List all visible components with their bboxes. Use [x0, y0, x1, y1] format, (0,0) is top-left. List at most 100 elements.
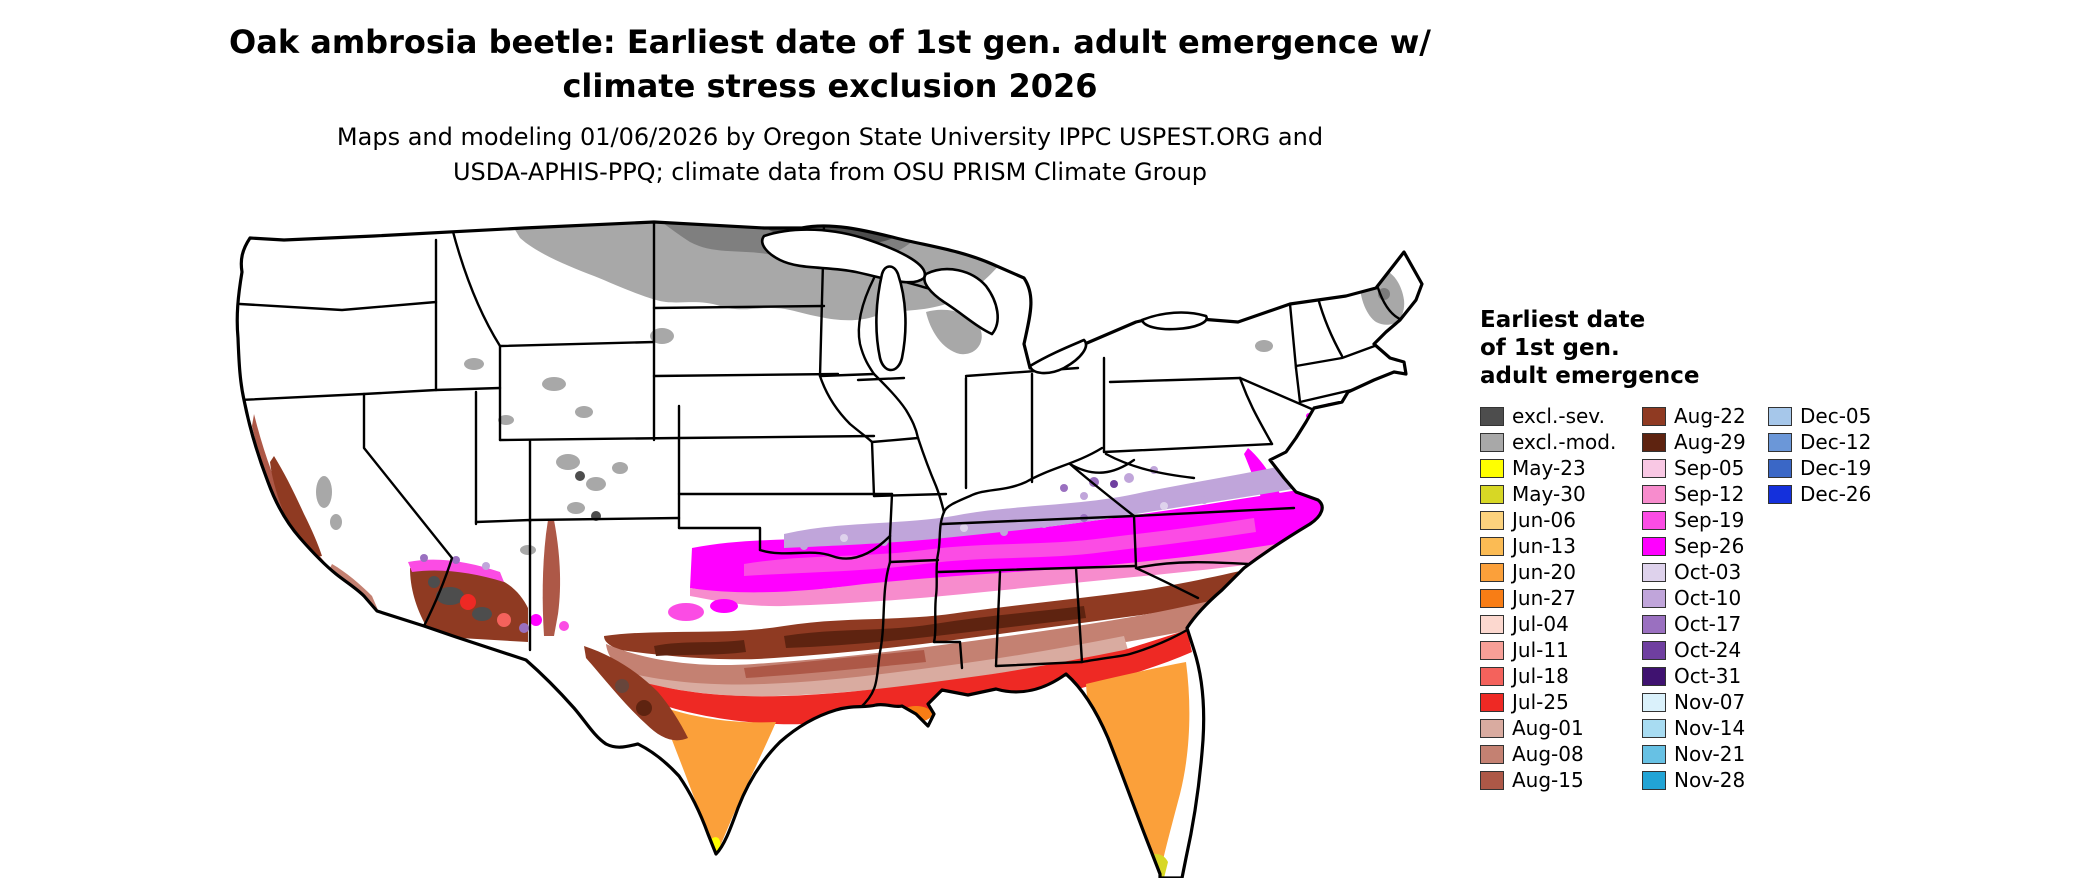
region-nm-purple-1 [519, 623, 529, 633]
legend: Earliest date of 1st gen. adult emergenc… [1480, 306, 1871, 793]
region-az-magenta-rim [408, 559, 504, 582]
us-outline [235, 220, 1424, 878]
legend-title: Earliest date of 1st gen. adult emergenc… [1480, 306, 1871, 390]
subtitle-line-1: Maps and modeling 01/06/2026 by Oregon S… [336, 123, 1324, 151]
legend-entry: Oct-03 [1642, 559, 1768, 585]
legend-column: excl.-sev. excl.-mod. May-23 May-30 Jun-06 Ju… [1480, 403, 1642, 793]
region-wtx-dark [636, 700, 652, 716]
lake-michigan [875, 265, 907, 372]
legend-entry: Oct-17 [1642, 611, 1768, 637]
legend-entry: Dec-05 [1768, 403, 1871, 429]
legend-swatch [1480, 770, 1504, 790]
region-sierra-gray-2 [330, 514, 342, 530]
legend-title-line-2: of 1st gen. [1480, 335, 1620, 361]
legend-entry-label: May-23 [1512, 456, 1586, 480]
legend-swatch [1480, 614, 1504, 634]
legend-entry-label: Jul-25 [1512, 690, 1569, 714]
legend-entry: Jun-06 [1480, 507, 1642, 533]
region-nm-magenta-2 [559, 621, 569, 631]
legend-swatch [1768, 484, 1792, 504]
legend-entry-label: Oct-17 [1674, 612, 1742, 636]
title-line-1: Oak ambrosia beetle: Earliest date of 1s… [229, 23, 1431, 61]
legend-entry-label: Oct-03 [1674, 560, 1742, 584]
legend-entry-label: Oct-31 [1674, 664, 1742, 688]
region-ca-valley-dark [270, 456, 322, 557]
region-band-sep-pink [690, 536, 1332, 607]
region-nm-magenta-1 [530, 614, 542, 626]
region-band-jul-red [628, 630, 1192, 725]
legend-swatch [1642, 744, 1666, 764]
legend-entry: Oct-24 [1642, 637, 1768, 663]
legend-swatch [1480, 536, 1504, 556]
legend-entry: Nov-07 [1642, 689, 1768, 715]
legend-swatch [1480, 744, 1504, 764]
legend-entry: Nov-14 [1642, 715, 1768, 741]
legend-entry: excl.-mod. [1480, 429, 1642, 455]
legend-column: Dec-05 Dec-12 Dec-19 Dec-26 [1768, 403, 1871, 793]
region-wtx-gray [615, 679, 629, 693]
legend-swatch [1480, 588, 1504, 608]
region-az-red-2 [497, 613, 511, 627]
region-band-aug01 [626, 636, 1128, 697]
legend-entry: Jul-04 [1480, 611, 1642, 637]
legend-entry: Oct-10 [1642, 585, 1768, 611]
legend-entry: May-23 [1480, 455, 1642, 481]
legend-swatch [1642, 614, 1666, 634]
subtitle-line-2: USDA-APHIS-PPQ; climate data from OSU PR… [452, 158, 1208, 186]
legend-entry-label: excl.-mod. [1512, 430, 1617, 454]
us-map [224, 216, 1452, 878]
legend-column: Aug-22 Aug-29 Sep-05 Sep-12 Sep-19 Sep-26 Oct-… [1642, 403, 1768, 793]
legend-entry-label: Nov-07 [1674, 690, 1746, 714]
region-az-gray-1 [436, 587, 464, 605]
legend-entry-label: Jun-27 [1512, 586, 1576, 610]
region-az-gray-2 [472, 607, 492, 621]
region-band-aug29-west [654, 640, 746, 656]
region-florida-orange [1086, 662, 1190, 874]
legend-entry: Dec-19 [1768, 455, 1871, 481]
legend-entry-label: Oct-24 [1674, 638, 1742, 662]
region-michigan-gray [926, 309, 982, 355]
legend-entry: Dec-26 [1768, 481, 1871, 507]
legend-entry: Aug-15 [1480, 767, 1642, 793]
region-band-sep19 [744, 518, 1256, 576]
page-title: Oak ambrosia beetle: Earliest date of 1s… [80, 20, 1580, 108]
legend-entry: Sep-05 [1642, 455, 1768, 481]
legend-swatch [1480, 692, 1504, 712]
legend-entry: Aug-29 [1642, 429, 1768, 455]
legend-entry-label: Nov-28 [1674, 768, 1746, 792]
legend-swatch [1642, 588, 1666, 608]
legend-swatch [1480, 432, 1504, 452]
legend-entry: Jul-18 [1480, 663, 1642, 689]
legend-swatch [1642, 562, 1666, 582]
legend-entry-label: Jul-18 [1512, 664, 1569, 688]
lake-huron [923, 267, 999, 336]
legend-entry-label: Sep-05 [1674, 456, 1745, 480]
region-nm-valley-brown [542, 520, 561, 636]
legend-entry-label: Jun-06 [1512, 508, 1576, 532]
legend-entry-label: Aug-22 [1674, 404, 1746, 428]
region-band-oct-purple [784, 464, 1298, 548]
region-az-purple-3 [482, 562, 490, 570]
region-socal-magenta-2 [340, 584, 348, 592]
region-tx-magenta-1 [668, 603, 704, 621]
legend-title-line-3: adult emergence [1480, 363, 1700, 389]
legend-swatch [1480, 718, 1504, 738]
legend-entry: Jul-11 [1480, 637, 1642, 663]
legend-entry-label: Aug-15 [1512, 768, 1584, 792]
great-lakes [760, 228, 1208, 375]
page-subtitle: Maps and modeling 01/06/2026 by Oregon S… [80, 120, 1580, 190]
legend-entry-label: Dec-19 [1800, 456, 1872, 480]
legend-entry: Aug-01 [1480, 715, 1642, 741]
legend-swatch [1642, 484, 1666, 504]
region-sierra-gray [316, 476, 332, 508]
legend-entry: Sep-12 [1642, 481, 1768, 507]
legend-swatch [1642, 536, 1666, 556]
legend-entry: Sep-26 [1642, 533, 1768, 559]
legend-entry: Jun-13 [1480, 533, 1642, 559]
legend-entry: Sep-19 [1642, 507, 1768, 533]
legend-entry: Dec-12 [1768, 429, 1871, 455]
legend-entry-label: Jun-13 [1512, 534, 1576, 558]
legend-entry: Jun-20 [1480, 559, 1642, 585]
legend-swatch [1642, 458, 1666, 478]
legend-entry-label: Jun-20 [1512, 560, 1576, 584]
